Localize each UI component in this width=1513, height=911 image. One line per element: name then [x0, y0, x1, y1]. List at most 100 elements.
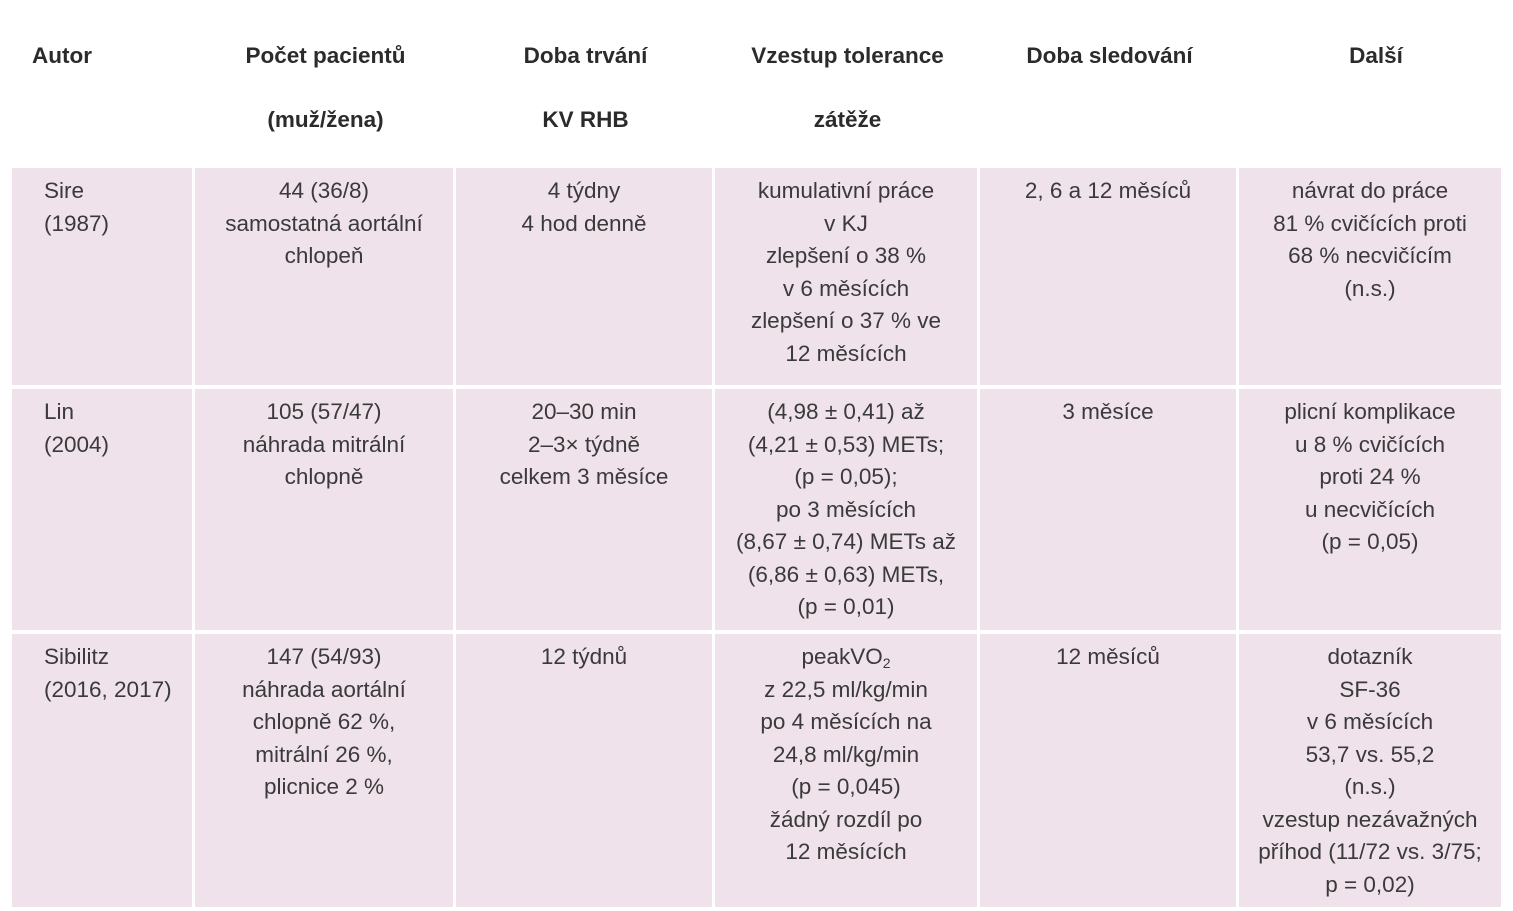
table-row: Sire (1987) 44 (36/8) samostatná aortáln… — [0, 168, 1513, 389]
table-row: Sibilitz (2016, 2017) 147 (54/93) náhrad… — [0, 634, 1513, 911]
cell-text: 12 měsících — [785, 839, 907, 864]
cell-text: plicní komplikace — [1284, 399, 1456, 424]
cell-text: (6,86 ± 0,63) METs, — [747, 561, 945, 587]
cell-doba: 20–30 min 2–3× týdně celkem 3 měsíce — [456, 389, 715, 634]
cell-text: (4,98 ± 0,41) až — [767, 399, 925, 424]
cell-text: v 6 měsících — [1306, 709, 1434, 734]
cell-text: 12 měsíců — [1056, 644, 1160, 669]
cell-text: Sibilitz — [44, 644, 110, 669]
cell-text: celkem 3 měsíce — [499, 464, 669, 489]
cell-vzestup: (4,98 ± 0,41) až (4,21 ± 0,53) METs; (p … — [715, 389, 980, 634]
cell-text: kumulativní práce — [757, 178, 935, 203]
cell-pocet: 44 (36/8) samostatná aortální chlopeň — [195, 168, 456, 389]
cell-text: z 22,5 ml/kg/min — [764, 676, 928, 702]
cell-text: zlepšení o 37 % ve — [750, 308, 942, 333]
cell-text: 3 měsíce — [1062, 399, 1154, 424]
header-text: (muž/žena) — [267, 107, 384, 132]
cell-text: 68 % necvičícím — [1288, 243, 1452, 268]
cell-text: 44 (36/8) — [278, 178, 370, 203]
header-text: KV RHB — [542, 107, 629, 132]
cell-text: u 8 % cvičících — [1294, 431, 1446, 457]
cell-text: (p = 0,045) — [791, 774, 901, 799]
cell-doba: 12 týdnů — [456, 634, 715, 911]
cell-text: chlopně 62 %, — [252, 709, 396, 734]
cell-text: 24,8 ml/kg/min — [772, 741, 920, 767]
cell-text: 147 (54/93) — [266, 644, 382, 669]
cell-doba: 4 týdny 4 hod denně — [456, 168, 715, 389]
cell-text: (p = 0,01) — [797, 594, 895, 619]
cell-text: p = 0,02) — [1325, 871, 1415, 897]
cell-dalsi: dotazník SF-36 v 6 měsících 53,7 vs. 55,… — [1239, 634, 1513, 911]
cell-text: žádný rozdíl po — [769, 806, 923, 832]
cell-text: vzestup nezávažných — [1262, 806, 1478, 832]
cell-text: (8,67 ± 0,74) METs až — [736, 529, 956, 554]
cell-text: (n.s.) — [1344, 774, 1396, 799]
cell-text: náhrada mitrální — [242, 431, 406, 457]
cell-text: po 4 měsících na — [760, 709, 932, 734]
cell-text: 12 měsících — [785, 340, 907, 366]
subscript-text: 2 — [882, 655, 891, 671]
cell-vzestup: peakVO2 z 22,5 ml/kg/min po 4 měsících n… — [715, 634, 980, 911]
cell-text: SF-36 — [1339, 676, 1401, 702]
cell-dalsi: návrat do práce 81 % cvičících proti 68 … — [1239, 168, 1513, 389]
header-dalsi: Další — [1239, 0, 1513, 168]
cell-sledovani: 3 měsíce — [980, 389, 1239, 634]
header-autor: Autor — [0, 0, 195, 168]
header-text: Doba sledování — [1026, 43, 1193, 68]
cell-vzestup: kumulativní práce v KJ zlepšení o 38 % v… — [715, 168, 980, 389]
cell-autor: Lin (2004) — [0, 389, 195, 634]
header-text: Autor — [32, 43, 92, 68]
cell-text: příhod (11/72 vs. 3/75; — [1258, 839, 1482, 864]
cell-text: (1987) — [44, 210, 110, 236]
cell-text: 53,7 vs. 55,2 — [1305, 741, 1435, 767]
cell-text: proti 24 % — [1319, 464, 1421, 489]
table-row: Lin (2004) 105 (57/47) náhrada mitrální … — [0, 389, 1513, 634]
cell-text: u necvičících — [1304, 496, 1436, 522]
header-vzestup-tolerance: Vzestup tolerance zátěže — [715, 0, 980, 168]
cell-text: (p = 0,05) — [1321, 529, 1419, 554]
cell-dalsi: plicní komplikace u 8 % cvičících proti … — [1239, 389, 1513, 634]
header-doba-trvani: Doba trvání KV RHB — [456, 0, 715, 168]
cell-text: v 6 měsících — [782, 275, 910, 301]
cell-text: náhrada aortální — [242, 676, 406, 702]
cell-text: po 3 měsících — [775, 496, 917, 522]
cell-text: 105 (57/47) — [266, 399, 382, 424]
cell-text: (n.s.) — [1344, 275, 1396, 301]
cell-text: dotazník — [1327, 644, 1413, 669]
cell-autor: Sibilitz (2016, 2017) — [0, 634, 195, 911]
cell-text: 4 týdny — [547, 178, 621, 203]
cell-text: 4 hod denně — [521, 210, 647, 236]
cell-text: zlepšení o 38 % — [765, 243, 927, 268]
header-row: Autor Počet pacientů (muž/žena) Doba trv… — [0, 0, 1513, 168]
cell-text: peakVO2 — [721, 641, 971, 674]
cell-autor: Sire (1987) — [0, 168, 195, 389]
cell-text: 20–30 min — [531, 399, 637, 424]
cell-text: 81 % cvičících proti — [1273, 210, 1467, 236]
cell-text: 2, 6 a 12 měsíců — [1024, 178, 1192, 203]
cell-text: 12 týdnů — [540, 644, 628, 669]
cell-text: v KJ — [824, 210, 868, 236]
cell-text: plicnice 2 % — [263, 774, 385, 799]
peakvo-text: peakVO — [801, 644, 883, 669]
header-text: Vzestup tolerance — [751, 43, 944, 68]
cell-text: Sire — [44, 178, 85, 203]
cell-text: návrat do práce — [1291, 178, 1449, 203]
cell-text: chlopně — [284, 464, 364, 489]
cell-sledovani: 2, 6 a 12 měsíců — [980, 168, 1239, 389]
cell-text: (p = 0,05); — [794, 464, 898, 489]
header-pocet-pacientu: Počet pacientů (muž/žena) — [195, 0, 456, 168]
cell-text: samostatná aortální — [225, 210, 423, 236]
header-doba-sledovani: Doba sledování — [980, 0, 1239, 168]
header-text: Počet pacientů — [245, 43, 406, 68]
cell-text: (2016, 2017) — [44, 676, 172, 702]
cell-text: (4,21 ± 0,53) METs; — [747, 431, 945, 457]
cell-sledovani: 12 měsíců — [980, 634, 1239, 911]
header-text: zátěže — [813, 107, 882, 132]
cell-text: (2004) — [44, 431, 110, 457]
cell-text: Lin — [44, 399, 75, 424]
cell-pocet: 147 (54/93) náhrada aortální chlopně 62 … — [195, 634, 456, 911]
cell-text: 2–3× týdně — [528, 431, 640, 457]
cell-text: chlopeň — [284, 243, 364, 268]
header-text: Další — [1349, 43, 1403, 68]
cell-text: mitrální 26 %, — [255, 741, 393, 767]
